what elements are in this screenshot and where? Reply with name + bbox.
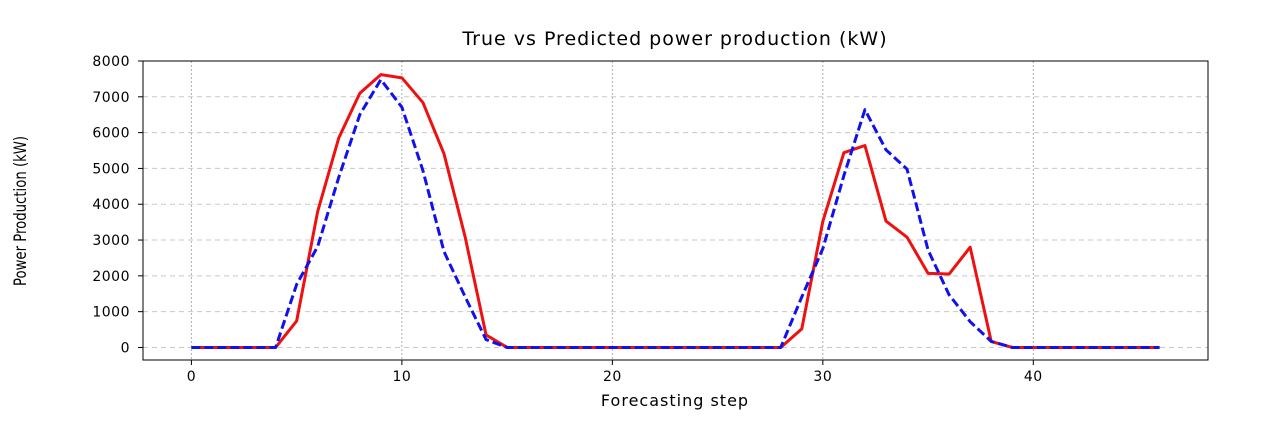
- plot-frame: [142, 60, 1209, 361]
- y-tick-label: 2000: [92, 269, 130, 285]
- ticks-layer: 0 10 20 30 40 0 1000 2000 3000 4000 5000 6000 7000 80…: [92, 54, 1042, 385]
- y-tick-label: 1000: [92, 305, 130, 321]
- series-layer: [191, 73, 1160, 349]
- x-tick-label: 40: [1024, 369, 1043, 385]
- y-tick-label: 4000: [92, 197, 130, 213]
- x-tick-label: 10: [392, 369, 411, 385]
- axes-layer: [142, 60, 1209, 361]
- x-tick-label: 0: [187, 369, 196, 385]
- x-tick-label: 30: [813, 369, 832, 385]
- y-tick-label: 3000: [92, 233, 130, 249]
- y-tick-label: 7000: [92, 90, 130, 106]
- y-axis-label: Power Production (kW): [10, 136, 30, 286]
- x-tick-label: 20: [603, 369, 622, 385]
- predicted-series-line: [191, 78, 1160, 349]
- y-tick-label: 6000: [92, 126, 130, 142]
- true-series-line: [191, 73, 1160, 349]
- chart-title: True vs Predicted power production (kW): [461, 28, 887, 50]
- x-axis-label: Forecasting step: [601, 391, 749, 410]
- y-tick-label: 5000: [92, 161, 130, 177]
- y-tick-label: 8000: [92, 54, 130, 70]
- grid-layer: [143, 60, 1208, 360]
- y-tick-label: 0: [121, 340, 130, 356]
